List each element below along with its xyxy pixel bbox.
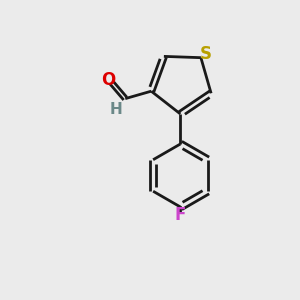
Text: S: S <box>200 45 211 63</box>
Text: H: H <box>109 102 122 117</box>
Text: F: F <box>175 206 186 224</box>
Text: O: O <box>101 71 116 89</box>
